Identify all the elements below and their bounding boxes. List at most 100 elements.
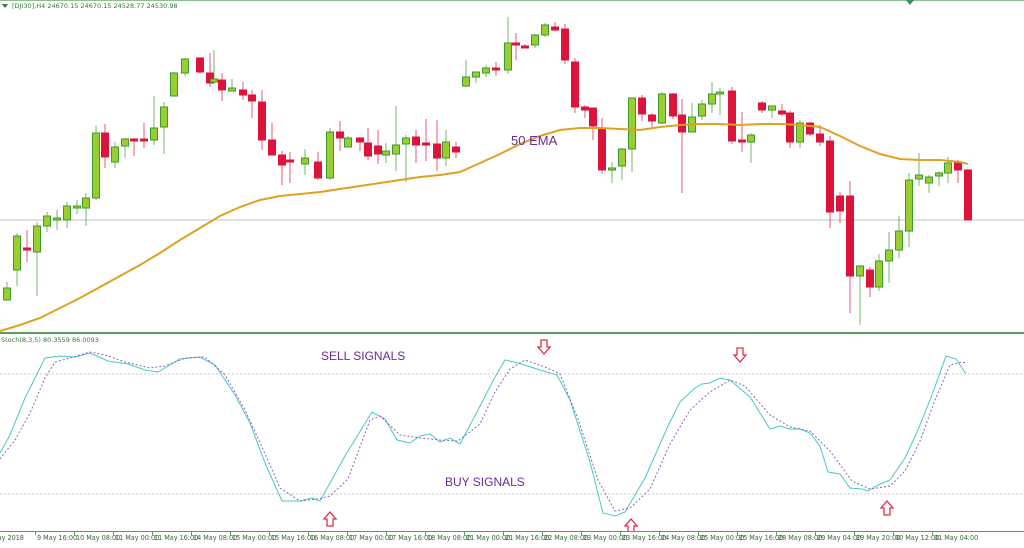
time-axis-tick bbox=[386, 531, 387, 535]
bear-candle bbox=[23, 230, 31, 262]
bull-candle bbox=[885, 232, 893, 283]
time-axis-tick bbox=[230, 531, 231, 535]
bear-candle bbox=[356, 137, 364, 151]
bear-candle bbox=[738, 112, 746, 152]
bull-candle bbox=[504, 17, 512, 74]
time-axis-line bbox=[0, 531, 1024, 532]
bull-candle bbox=[618, 148, 626, 180]
bear-candle bbox=[964, 169, 972, 221]
bull-candle bbox=[13, 233, 21, 286]
stochastic-pane[interactable] bbox=[0, 0, 1024, 531]
bull-candle bbox=[160, 102, 168, 154]
bull-candle bbox=[33, 222, 41, 296]
time-axis-tick bbox=[893, 531, 894, 535]
time-axis-tick bbox=[269, 531, 270, 535]
bull-candle bbox=[658, 92, 666, 124]
bear-candle bbox=[492, 62, 500, 76]
time-axis-label: 18 May 08:00 bbox=[427, 534, 472, 542]
bear-candle bbox=[218, 73, 226, 101]
time-axis-label: 17 May 00:00 bbox=[349, 534, 394, 542]
price-chart-area[interactable] bbox=[0, 0, 1024, 332]
bull-candle bbox=[344, 136, 352, 148]
bear-candle bbox=[786, 111, 794, 148]
time-axis-label: 10 May 08:00 bbox=[76, 534, 121, 542]
bear-candle bbox=[286, 152, 294, 183]
time-axis-label: 28 May 08:00 bbox=[778, 534, 823, 542]
time-axis-label: 30 May 12:00 bbox=[895, 534, 940, 542]
buy-signal-arrow-up-icon bbox=[879, 500, 895, 516]
bull-candle bbox=[935, 171, 943, 186]
bear-candle bbox=[758, 101, 766, 113]
buy-signal-arrow-up-icon bbox=[322, 511, 338, 527]
time-axis-tick bbox=[35, 531, 36, 535]
time-axis-label: 23 May 00:00 bbox=[583, 534, 628, 542]
bear-candle bbox=[581, 105, 589, 118]
time-axis-label: 21 May 00:00 bbox=[466, 534, 511, 542]
bear-candle bbox=[248, 90, 256, 118]
time-axis-tick bbox=[776, 531, 777, 535]
bull-candle bbox=[747, 133, 755, 163]
bear-candle bbox=[258, 90, 266, 150]
main-chart-header: [DJI30],H4 24670.15 24670.15 24528.77 24… bbox=[2, 2, 178, 10]
time-axis-tick bbox=[620, 531, 621, 535]
symbol-ohlc-label: [DJI30],H4 24670.15 24670.15 24528.77 24… bbox=[12, 2, 178, 10]
bull-candle bbox=[462, 60, 470, 87]
bull-candle bbox=[531, 34, 539, 48]
time-axis-tick bbox=[152, 531, 153, 535]
bull-candle bbox=[3, 282, 11, 301]
sell-signal-arrow-down-icon bbox=[732, 347, 748, 363]
bull-candle bbox=[301, 149, 309, 175]
bear-candle bbox=[433, 120, 441, 171]
bull-candle bbox=[541, 23, 549, 37]
bear-candle bbox=[648, 113, 656, 128]
time-axis-label: 31 May 04:00 bbox=[934, 534, 979, 542]
bull-candle bbox=[895, 216, 903, 258]
time-axis-label: 11 May 16:00 bbox=[154, 534, 199, 542]
sell-signal-arrow-down-icon bbox=[536, 339, 552, 355]
pane-separator[interactable] bbox=[0, 332, 1024, 334]
bear-candle bbox=[239, 82, 247, 100]
bull-candle bbox=[150, 96, 158, 145]
bull-candle bbox=[608, 162, 616, 183]
bear-candle bbox=[846, 181, 854, 313]
bear-candle bbox=[314, 152, 322, 180]
bear-candle bbox=[521, 44, 529, 49]
bear-candle bbox=[728, 87, 736, 144]
collapse-triangle-icon[interactable] bbox=[2, 4, 8, 8]
bear-candle bbox=[806, 122, 814, 136]
bear-candle bbox=[336, 121, 344, 151]
chart-top-border bbox=[0, 0, 1024, 1]
time-axis-tick bbox=[932, 531, 933, 535]
bull-candle bbox=[856, 265, 864, 325]
time-axis-label: 21 May 16:00 bbox=[505, 534, 550, 542]
time-axis-label: 29 May 04:00 bbox=[817, 534, 862, 542]
buy-signal-arrow-up-icon bbox=[623, 518, 639, 531]
time-axis-tick bbox=[74, 531, 75, 535]
bull-candle bbox=[43, 212, 51, 232]
ema-50-line bbox=[0, 123, 969, 332]
bear-candle bbox=[412, 130, 420, 163]
bull-candle bbox=[698, 100, 706, 120]
time-axis-label: 22 May 08:00 bbox=[544, 534, 589, 542]
bull-candle bbox=[170, 72, 178, 97]
bull-candle bbox=[228, 79, 236, 92]
bull-candle bbox=[382, 143, 390, 163]
sell-signals-label: SELL SIGNALS bbox=[321, 349, 406, 363]
chart-shift-marker-icon[interactable] bbox=[906, 0, 914, 5]
bull-candle bbox=[53, 210, 61, 230]
bull-candle bbox=[716, 88, 724, 115]
buy-signals-label: BUY SIGNALS bbox=[445, 475, 525, 489]
bear-candle bbox=[130, 138, 138, 156]
time-axis-tick bbox=[347, 531, 348, 535]
time-axis-tick bbox=[464, 531, 465, 535]
bull-candle bbox=[402, 135, 410, 182]
time-axis-label: 24 May 08:00 bbox=[661, 534, 706, 542]
bear-candle bbox=[678, 99, 686, 193]
bear-candle bbox=[954, 160, 962, 183]
bull-candle bbox=[915, 153, 923, 186]
time-axis-tick bbox=[815, 531, 816, 535]
bear-candle bbox=[374, 130, 382, 164]
time-axis-tick bbox=[113, 531, 114, 535]
